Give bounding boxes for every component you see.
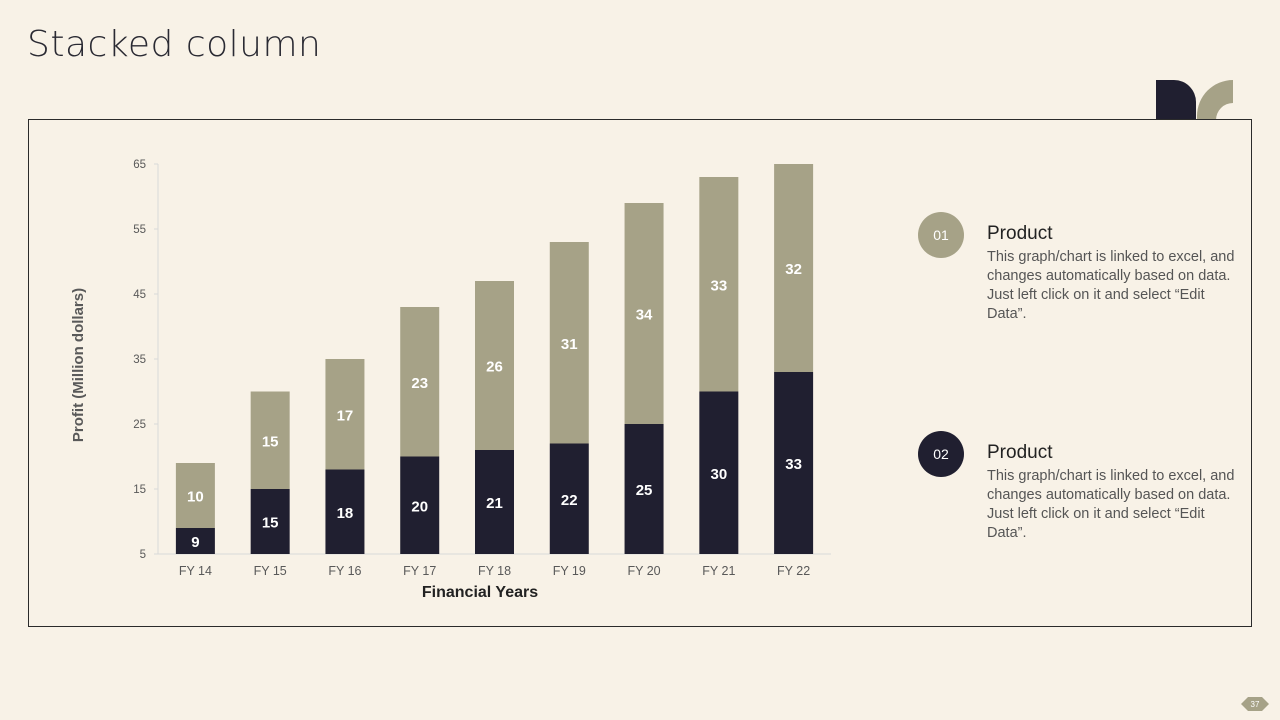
data-label-bottom: 21 <box>486 495 503 512</box>
bar-segment-bottom <box>175 528 215 554</box>
bar-segment-bottom <box>400 456 440 554</box>
bar-segment-bottom <box>774 372 814 554</box>
data-label-top: 26 <box>486 359 503 376</box>
data-label-top: 31 <box>561 336 578 353</box>
data-label-bottom: 22 <box>561 492 578 509</box>
page-number: 37 <box>1251 700 1260 709</box>
data-label-bottom: 30 <box>710 466 727 483</box>
y-tick-label: 35 <box>133 354 146 366</box>
bar-segment-top <box>475 281 514 450</box>
data-label-bottom: 20 <box>411 498 428 515</box>
y-tick-label: 45 <box>133 289 146 301</box>
x-tick-label: FY 14 <box>179 564 212 578</box>
y-tick-label: 15 <box>133 484 146 496</box>
x-tick-label: FY 18 <box>478 564 511 578</box>
data-label-bottom: 18 <box>337 505 354 522</box>
x-axis-title: Financial Years <box>422 584 538 601</box>
data-label-bottom: 25 <box>636 482 653 499</box>
y-tick-label: 65 <box>133 159 146 171</box>
data-label-top: 15 <box>262 433 279 450</box>
legend-title-01: Product <box>987 223 1053 244</box>
data-label-top: 23 <box>411 375 428 392</box>
data-label-bottom: 33 <box>785 456 802 473</box>
y-tick-label: 55 <box>133 224 146 236</box>
data-label-top: 33 <box>710 277 727 294</box>
x-tick-label: FY 17 <box>403 564 436 578</box>
data-label-bottom: 15 <box>262 515 279 532</box>
data-label-bottom: 9 <box>191 534 199 551</box>
x-tick-label: FY 21 <box>702 564 735 578</box>
legend-description-01: This graph/chart is linked to excel, and… <box>987 249 1235 322</box>
bar-segment-bottom <box>624 424 664 554</box>
legend-title-02: Product <box>987 442 1053 463</box>
bar-segment-bottom <box>475 450 514 554</box>
x-tick-label: FY 16 <box>328 564 361 578</box>
x-tick-label: FY 22 <box>777 564 810 578</box>
bar-segment-bottom <box>549 443 589 554</box>
legend-description-02: This graph/chart is linked to excel, and… <box>987 468 1235 541</box>
bar-segment-top <box>325 359 365 470</box>
bar-segment-bottom <box>325 469 365 554</box>
bar-segment-top <box>624 203 664 424</box>
bar-segment-bottom <box>250 489 290 554</box>
data-label-top: 10 <box>187 489 204 506</box>
y-tick-label: 5 <box>140 549 146 561</box>
data-label-top: 17 <box>337 407 354 424</box>
bar-segment-top <box>250 391 290 489</box>
x-tick-label: FY 20 <box>627 564 660 578</box>
data-label-top: 32 <box>785 261 802 278</box>
decorative-shape <box>1156 80 1233 120</box>
x-tick-label: FY 15 <box>254 564 287 578</box>
bar-segment-top <box>699 177 739 392</box>
page-number-badge: 37 <box>1241 697 1269 711</box>
bar-segment-top <box>175 463 215 528</box>
legend-badge-01: 01 <box>918 212 964 258</box>
y-tick-label: 25 <box>133 419 146 431</box>
legend-badge-02: 02 <box>918 431 964 477</box>
data-label-top: 34 <box>636 307 653 324</box>
bar-segment-top <box>549 242 589 444</box>
slide-title: Stacked column <box>27 24 322 65</box>
x-tick-label: FY 19 <box>553 564 586 578</box>
y-axis-title: Profit (Million dollars) <box>70 288 87 442</box>
stacked-column-chart: 5 15 25 35 45 55 65 9 10 15 15 18 17 20 23 21 26 22 31 25 3… <box>70 159 831 601</box>
bar-segment-top <box>400 307 440 457</box>
bar-segment-top <box>774 164 814 372</box>
bar-segment-bottom <box>699 391 739 554</box>
chart-panel: 5 15 25 35 45 55 65 9 10 15 15 18 17 20 23 21 26 22 31 25 3… <box>28 119 1252 627</box>
